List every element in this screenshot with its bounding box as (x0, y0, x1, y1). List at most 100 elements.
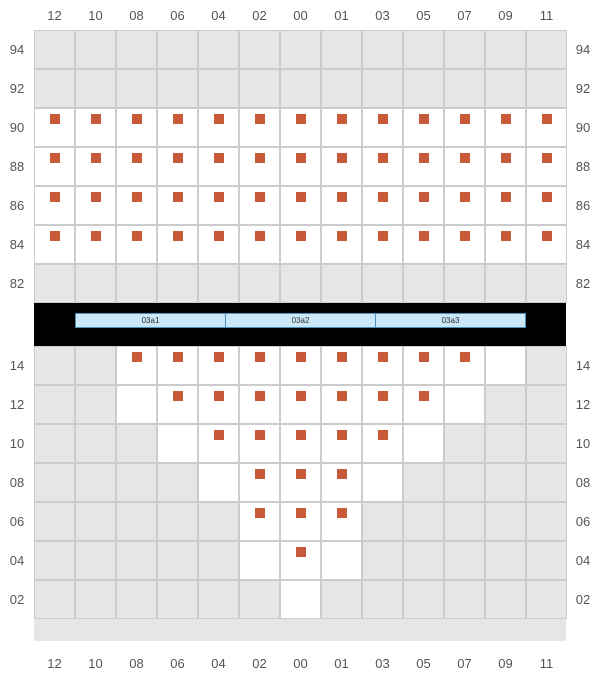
slot-active (157, 108, 198, 147)
slot-empty (116, 541, 157, 580)
row-label: 88 (2, 147, 32, 186)
slot-active (116, 186, 157, 225)
row-label: 04 (568, 541, 598, 580)
upper-grid (34, 30, 566, 303)
slot-empty (75, 346, 116, 385)
row-label: 94 (568, 30, 598, 69)
col-label: 10 (75, 4, 116, 28)
slot-marker (542, 192, 552, 202)
grid-row (34, 346, 566, 385)
slot-empty (485, 541, 526, 580)
slot-empty (526, 502, 567, 541)
slot-active (362, 424, 403, 463)
slot-marker (50, 114, 60, 124)
slot-marker (296, 547, 306, 557)
slot-active (280, 580, 321, 619)
slot-marker (378, 114, 388, 124)
col-label: 10 (75, 652, 116, 676)
grid-row (34, 424, 566, 463)
slot-active (362, 108, 403, 147)
slot-active (321, 225, 362, 264)
slot-marker (419, 231, 429, 241)
row-label: 14 (2, 346, 32, 385)
slot-marker (173, 114, 183, 124)
slot-marker (132, 352, 142, 362)
slot-active (444, 346, 485, 385)
slot-active (239, 147, 280, 186)
slot-active (444, 108, 485, 147)
slot-empty (280, 30, 321, 69)
slot-marker (296, 153, 306, 163)
slot-empty (444, 69, 485, 108)
slot-empty (75, 69, 116, 108)
lower-grid (34, 346, 566, 641)
slot-empty (526, 463, 567, 502)
slot-marker (337, 192, 347, 202)
slot-active (403, 225, 444, 264)
slot-empty (280, 69, 321, 108)
slot-marker (255, 430, 265, 440)
slot-active (403, 147, 444, 186)
slot-marker (542, 114, 552, 124)
slot-empty (321, 30, 362, 69)
slot-marker (50, 192, 60, 202)
slot-active (75, 186, 116, 225)
slot-active (280, 147, 321, 186)
slot-marker (501, 192, 511, 202)
slot-active (485, 147, 526, 186)
slot-active (239, 346, 280, 385)
slot-active (198, 424, 239, 463)
slot-active (280, 346, 321, 385)
row-label: 82 (568, 264, 598, 303)
slot-marker (378, 231, 388, 241)
slot-active (75, 225, 116, 264)
slot-empty (34, 264, 75, 303)
slot-active (116, 385, 157, 424)
cage-strip: 03a103a203a3 (75, 313, 526, 328)
slot-active (362, 225, 403, 264)
col-label: 00 (280, 4, 321, 28)
slot-empty (239, 69, 280, 108)
col-label: 07 (444, 652, 485, 676)
slot-empty (75, 463, 116, 502)
row-label: 92 (2, 69, 32, 108)
slot-empty (321, 580, 362, 619)
slot-active (280, 463, 321, 502)
slot-active (444, 186, 485, 225)
slot-empty (239, 30, 280, 69)
col-label: 01 (321, 4, 362, 28)
col-label: 09 (485, 652, 526, 676)
row-label: 10 (568, 424, 598, 463)
row-label: 14 (568, 346, 598, 385)
slot-marker (501, 153, 511, 163)
grid-row (34, 385, 566, 424)
slot-active (157, 225, 198, 264)
cage-label: 03a2 (226, 314, 376, 327)
slot-marker (296, 231, 306, 241)
slot-empty (485, 69, 526, 108)
slot-marker (337, 352, 347, 362)
slot-empty (116, 264, 157, 303)
slot-empty (444, 264, 485, 303)
slot-empty (34, 541, 75, 580)
cage-label: 03a1 (76, 314, 226, 327)
grid-row (34, 225, 566, 264)
col-label: 04 (198, 652, 239, 676)
slot-empty (403, 30, 444, 69)
slot-empty (198, 30, 239, 69)
slot-empty (485, 424, 526, 463)
slot-marker (378, 352, 388, 362)
slot-active (34, 108, 75, 147)
slot-marker (337, 430, 347, 440)
slot-marker (173, 391, 183, 401)
row-label: 06 (568, 502, 598, 541)
slot-marker (214, 114, 224, 124)
slot-active (362, 385, 403, 424)
slot-empty (321, 69, 362, 108)
row-label: 88 (568, 147, 598, 186)
slot-empty (485, 30, 526, 69)
slot-marker (214, 352, 224, 362)
slot-active (157, 385, 198, 424)
slot-empty (485, 264, 526, 303)
slot-empty (403, 580, 444, 619)
